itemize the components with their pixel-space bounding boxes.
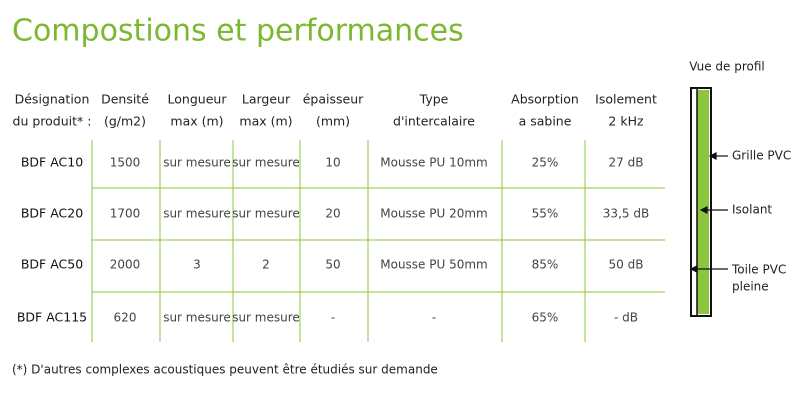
cell: 33,5 dB xyxy=(603,207,649,221)
cell: sur mesure xyxy=(232,156,300,170)
column-header: Type xyxy=(419,92,449,107)
cell: 620 xyxy=(114,311,137,325)
cell: 25% xyxy=(532,156,559,170)
cell: 85% xyxy=(532,258,559,272)
cell: Mousse PU 20mm xyxy=(380,207,487,221)
cell: 20 xyxy=(325,207,340,221)
column-header: (mm) xyxy=(316,114,350,129)
cell: 2000 xyxy=(110,258,141,272)
profile-label: Isolant xyxy=(732,203,772,217)
profile-arrows xyxy=(689,152,728,273)
cell: 1700 xyxy=(110,207,141,221)
column-header: épaisseur xyxy=(303,92,364,107)
cell: 3 xyxy=(193,258,201,272)
cell: sur mesure xyxy=(163,207,231,221)
cell: 1500 xyxy=(110,156,141,170)
cell: 2 xyxy=(262,258,270,272)
column-header: Absorption xyxy=(511,92,579,107)
column-header: Longueur xyxy=(168,92,228,107)
column-header: Largeur xyxy=(242,92,291,107)
column-header: Désignation xyxy=(15,92,90,107)
column-header: (g/m2) xyxy=(104,114,146,129)
row-label: BDF AC50 xyxy=(21,257,83,272)
profile-label: Toile PVC xyxy=(731,263,786,277)
cell: sur mesure xyxy=(163,311,231,325)
column-header: Isolement xyxy=(595,92,657,107)
column-header: max (m) xyxy=(170,114,223,129)
cell: sur mesure xyxy=(163,156,231,170)
column-header: a sabine xyxy=(519,114,572,129)
row-label: BDF AC115 xyxy=(17,310,87,325)
cell: - xyxy=(331,311,335,325)
cell: 50 xyxy=(325,258,340,272)
cell: 27 dB xyxy=(609,156,644,170)
cell: - xyxy=(432,311,436,325)
cell: Mousse PU 10mm xyxy=(380,156,487,170)
column-header: max (m) xyxy=(239,114,292,129)
cell: Mousse PU 50mm xyxy=(380,258,487,272)
cell: 55% xyxy=(532,207,559,221)
row-label: BDF AC10 xyxy=(21,155,83,170)
column-header: d'intercalaire xyxy=(393,114,475,129)
title: Compostions et performances xyxy=(12,14,464,49)
cell: 50 dB xyxy=(609,258,644,272)
row-label: BDF AC20 xyxy=(21,206,83,221)
cell: sur mesure xyxy=(232,311,300,325)
profile-title: Vue de profil xyxy=(689,60,765,74)
column-header: 2 kHz xyxy=(608,114,644,129)
profile-label: Grille PVC xyxy=(732,149,791,163)
profile-label: pleine xyxy=(732,280,769,294)
profile-insulation xyxy=(697,90,709,314)
cell: sur mesure xyxy=(232,207,300,221)
cell: 65% xyxy=(532,311,559,325)
cell: - dB xyxy=(614,311,638,325)
cell: 10 xyxy=(325,156,340,170)
footnote: (*) D'autres complexes acoustiques peuve… xyxy=(12,363,438,377)
column-header: Densité xyxy=(101,92,149,107)
column-header: du produit* : xyxy=(13,114,92,129)
